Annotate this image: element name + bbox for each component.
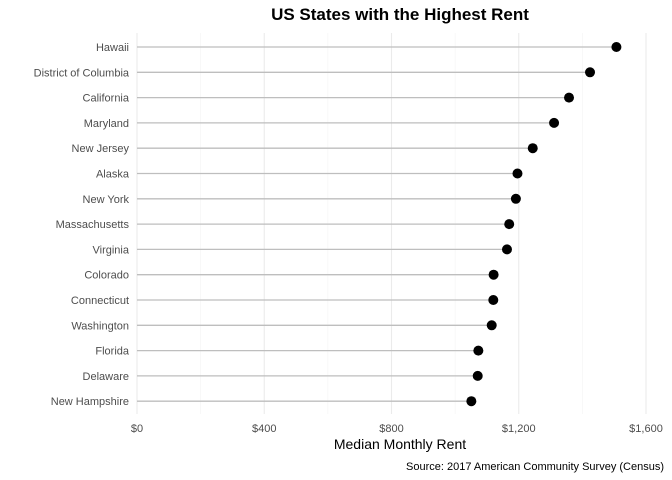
y-tick-label: California <box>83 93 130 105</box>
data-point <box>466 396 477 407</box>
y-tick-label: Virginia <box>93 244 130 256</box>
data-point <box>488 269 499 280</box>
data-point <box>611 42 622 52</box>
data-point <box>510 193 521 204</box>
y-tick-label: Colorado <box>84 270 129 282</box>
y-axis-tick-labels: Hawaii District of Columbia California Mary… <box>34 42 130 408</box>
x-tick-label: $0 <box>131 423 143 435</box>
y-tick-label: Alaska <box>96 169 130 181</box>
data-point <box>472 370 483 381</box>
data-point <box>549 117 560 128</box>
x-tick-label: $400 <box>252 423 276 435</box>
y-tick-label: New Jersey <box>72 143 130 155</box>
data-points <box>466 42 622 407</box>
x-axis-tick-labels: $0 $400 $800 $1,200 $1,600 <box>131 423 663 435</box>
data-point <box>504 219 515 230</box>
x-tick-label: $1,200 <box>502 423 536 435</box>
x-axis-title: Median Monthly Rent <box>334 436 466 452</box>
y-tick-label: Delaware <box>83 371 129 383</box>
chart-title: US States with the Highest Rent <box>271 5 529 24</box>
data-point <box>486 320 497 331</box>
y-tick-label: Massachusetts <box>56 219 130 231</box>
y-tick-label: Hawaii <box>96 42 129 54</box>
y-tick-label: New York <box>83 194 130 206</box>
y-tick-label: Florida <box>95 346 130 358</box>
data-point <box>473 345 484 356</box>
x-tick-label: $1,600 <box>629 423 663 435</box>
y-tick-label: District of Columbia <box>34 67 130 79</box>
data-point <box>488 295 499 305</box>
data-point <box>501 244 512 255</box>
data-point <box>512 168 523 179</box>
chart-caption: Source: 2017 American Community Survey (… <box>406 461 664 473</box>
y-tick-label: Connecticut <box>71 295 129 307</box>
data-point <box>585 67 596 78</box>
data-point <box>564 92 575 103</box>
x-tick-label: $800 <box>379 423 403 435</box>
y-tick-label: Maryland <box>84 118 129 130</box>
y-tick-label: New Hampshire <box>51 396 129 408</box>
lollipop-stems <box>137 46 617 402</box>
data-point <box>527 143 538 154</box>
y-tick-label: Washington <box>71 320 129 332</box>
